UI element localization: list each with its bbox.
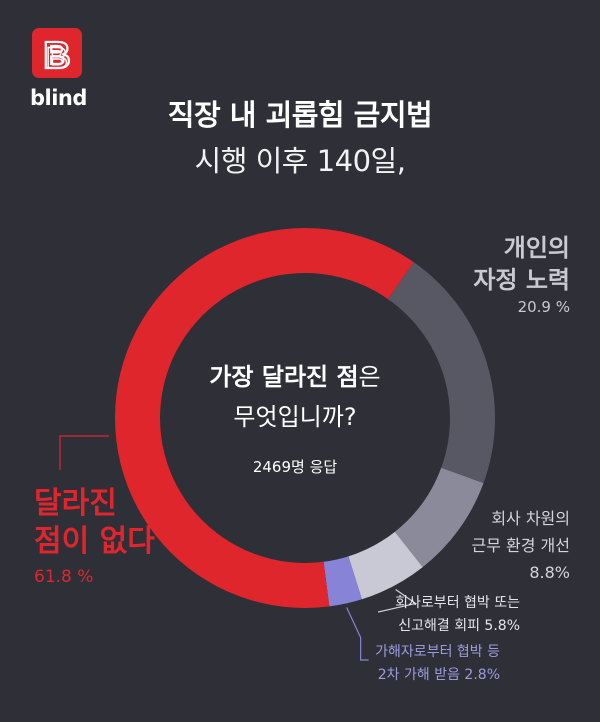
label-no-change: 달라진 점이 없다 61.8 %: [34, 485, 214, 587]
question-rest: 은: [358, 363, 381, 391]
label-report-line1: 회사로부터 협박 또는: [395, 595, 520, 611]
page-title: 직장 내 괴롭힘 금지법: [167, 98, 433, 132]
center-question: 가장 달라진 점은 무엇입니까?: [150, 357, 440, 437]
label-personal-effort: 개인의 자정 노력 20.9 %: [400, 232, 570, 316]
leader-report-avoidance: [377, 589, 418, 613]
label-work-environment: 회사 차원의 근무 환경 개선 8.8%: [380, 505, 571, 586]
label-report-avoidance: 회사로부터 협박 또는 신고해결 회피 5.8%: [340, 592, 520, 638]
label-personal-line2: 자정 노력: [473, 266, 570, 294]
slice-report-avoidance: [348, 531, 423, 600]
leader-lines: [59, 435, 418, 661]
label-victim-line1: 가해자로부터 협박 등: [375, 644, 500, 660]
slice-work-environment: [394, 467, 484, 568]
donut-slices: [115, 228, 495, 609]
page-subtitle: 시행 이후 140일,: [194, 144, 406, 178]
slice-personal-effort: [387, 262, 495, 484]
label-report-line2: 신고해결 회피 5.8%: [398, 618, 520, 634]
slice-no-change: [115, 228, 414, 609]
label-shift-line2: 근무 환경 개선: [471, 536, 571, 555]
label-secondary-harm: 가해자로부터 협박 등 2차 가해 받음 2.8%: [300, 641, 500, 687]
slice-secondary-harm: [323, 556, 362, 607]
respondent-count: 2469명 응답: [252, 458, 338, 476]
question-bold: 가장 달라진 점: [209, 363, 359, 391]
logo-letter-inner: B: [46, 42, 68, 75]
label-nochange-line2: 점이 없다: [34, 524, 155, 559]
label-shift-line1: 회사 차원의: [491, 509, 570, 528]
blind-logo: B B: [32, 28, 82, 78]
logo-letter: B: [43, 35, 70, 77]
label-victim-line2: 2차 가해 받음 2.8%: [377, 667, 500, 683]
label-nochange-line1: 달라진: [34, 486, 117, 521]
leader-no-change: [59, 435, 109, 470]
logo-wordmark: blind: [30, 86, 87, 110]
leader-secondary-harm: [346, 607, 369, 661]
label-nochange-pct: 61.8 %: [34, 567, 94, 587]
label-personal-line1: 개인의: [503, 234, 570, 262]
label-shift-pct: 8.8%: [529, 563, 570, 582]
label-personal-pct: 20.9 %: [517, 298, 570, 316]
question-line2: 무엇입니까?: [233, 403, 357, 431]
